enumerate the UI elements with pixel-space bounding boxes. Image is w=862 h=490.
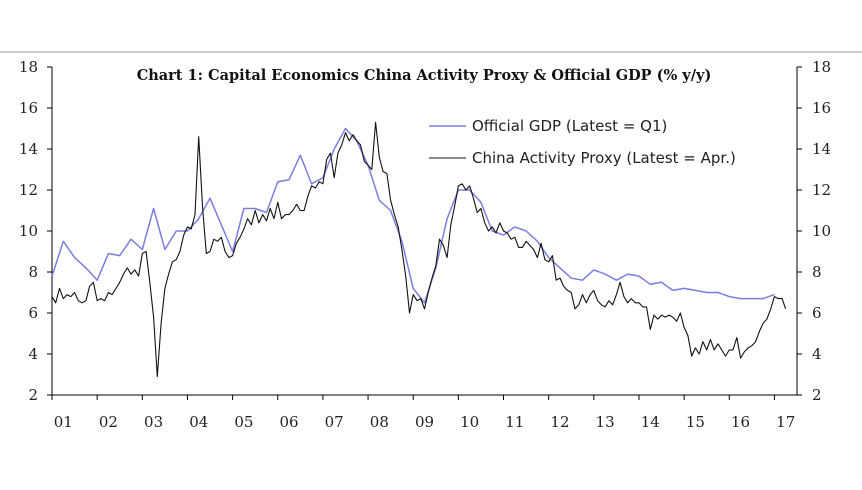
y-tick-label-left: 14	[19, 140, 38, 158]
legend-label-activity-proxy: China Activity Proxy (Latest = Apr.)	[472, 149, 736, 167]
x-tick-label: 15	[686, 413, 705, 431]
y-tick-label-right: 16	[812, 99, 831, 117]
legend-label-official-gdp: Official GDP (Latest = Q1)	[472, 117, 667, 135]
x-tick-label: 12	[550, 413, 569, 431]
y-tick-label-left: 18	[19, 58, 38, 76]
y-tick-label-left: 10	[19, 222, 38, 240]
x-tick-label: 02	[99, 413, 118, 431]
x-tick-label: 07	[325, 413, 344, 431]
x-tick-label: 10	[460, 413, 479, 431]
y-tick-label-left: 8	[28, 263, 38, 281]
series-layer	[51, 121, 787, 378]
x-tick-label: 13	[596, 413, 615, 431]
y-tick-label-right: 6	[812, 304, 822, 322]
y-tick-label-left: 12	[19, 181, 38, 199]
y-tick-label-left: 4	[28, 345, 38, 363]
x-tick-label: 08	[370, 413, 389, 431]
x-tick-label: 01	[54, 413, 73, 431]
ticks-layer: 2 2 4 4 6 6 8 8 10 10 12 12 14 14 16 16 18 18 01 02 03 04 05 06…	[19, 58, 831, 431]
x-tick-label: 06	[279, 413, 298, 431]
y-tick-label-right: 14	[812, 140, 831, 158]
x-tick-label: 04	[189, 413, 208, 431]
x-tick-label: 11	[505, 413, 524, 431]
y-tick-label-right: 10	[812, 222, 831, 240]
x-tick-label: 17	[776, 413, 795, 431]
chart-title: Chart 1: Capital Economics China Activit…	[137, 67, 712, 84]
y-tick-label-right: 18	[812, 58, 831, 76]
x-tick-label: 09	[415, 413, 434, 431]
y-tick-label-left: 16	[19, 99, 38, 117]
x-tick-label: 16	[731, 413, 750, 431]
series-line-activity-proxy	[51, 121, 787, 378]
y-tick-label-right: 2	[812, 386, 822, 404]
x-tick-label: 05	[234, 413, 253, 431]
legend: Official GDP (Latest = Q1) China Activity…	[429, 117, 736, 167]
x-tick-label: 03	[144, 413, 163, 431]
y-tick-label-right: 4	[812, 345, 822, 363]
x-tick-label: 14	[641, 413, 660, 431]
y-tick-label-left: 6	[28, 304, 38, 322]
y-tick-label-right: 12	[812, 181, 831, 199]
y-tick-label-right: 8	[812, 263, 822, 281]
y-tick-label-left: 2	[28, 386, 38, 404]
series-line-official-gdp	[51, 127, 775, 304]
